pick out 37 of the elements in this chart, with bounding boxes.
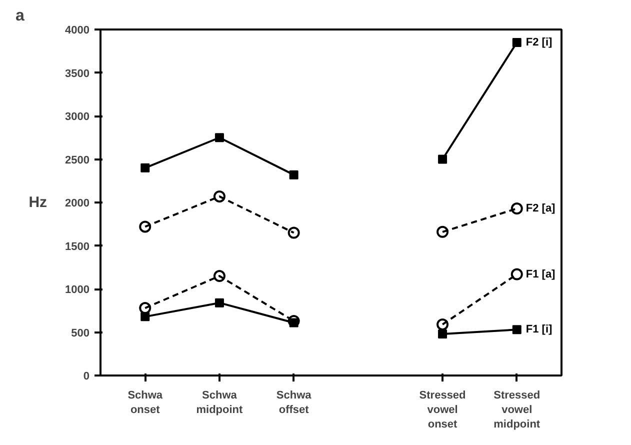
y-tick-label: 0: [83, 370, 90, 382]
point: [438, 154, 448, 164]
x-tick-label: Schwa onset: [128, 390, 164, 416]
y-tick-label: 500: [71, 327, 90, 340]
point: [512, 38, 522, 47]
x-tick-label: Schwa midpoint: [196, 390, 244, 416]
point: [510, 202, 523, 215]
y-tick-label: 3000: [65, 111, 90, 123]
point: [436, 318, 449, 330]
chart-title: a: [16, 8, 24, 24]
point: [288, 315, 300, 327]
x-tick-label: Stressed vowel midpoint: [494, 390, 540, 430]
y-tick-label: 2000: [65, 198, 90, 210]
point: [512, 325, 522, 334]
series-label: F2 [a]: [526, 202, 556, 215]
y-tick-label: 2500: [65, 154, 90, 166]
point: [214, 298, 224, 308]
point: [289, 170, 298, 180]
y-tick-label: 1500: [65, 240, 90, 253]
x-tick-label: Stressed vowel onset: [419, 390, 466, 430]
point: [140, 163, 150, 172]
y-tick-label: 1000: [65, 284, 90, 296]
series-label: F2 [i]: [526, 36, 552, 48]
point: [288, 226, 300, 239]
point: [213, 190, 226, 202]
point: [436, 226, 449, 238]
y-tick-label: 4000: [65, 24, 90, 36]
y-tick-label: 3500: [65, 68, 90, 80]
point: [214, 133, 224, 142]
point: [438, 329, 448, 338]
point: [510, 268, 523, 280]
point: [213, 270, 226, 282]
x-tick-label: Schwa offset: [276, 390, 312, 416]
y-axis-title: Hz: [28, 194, 48, 211]
series-label: F1 [i]: [526, 324, 552, 336]
point: [139, 220, 152, 233]
series-label: F1 [a]: [526, 268, 556, 280]
